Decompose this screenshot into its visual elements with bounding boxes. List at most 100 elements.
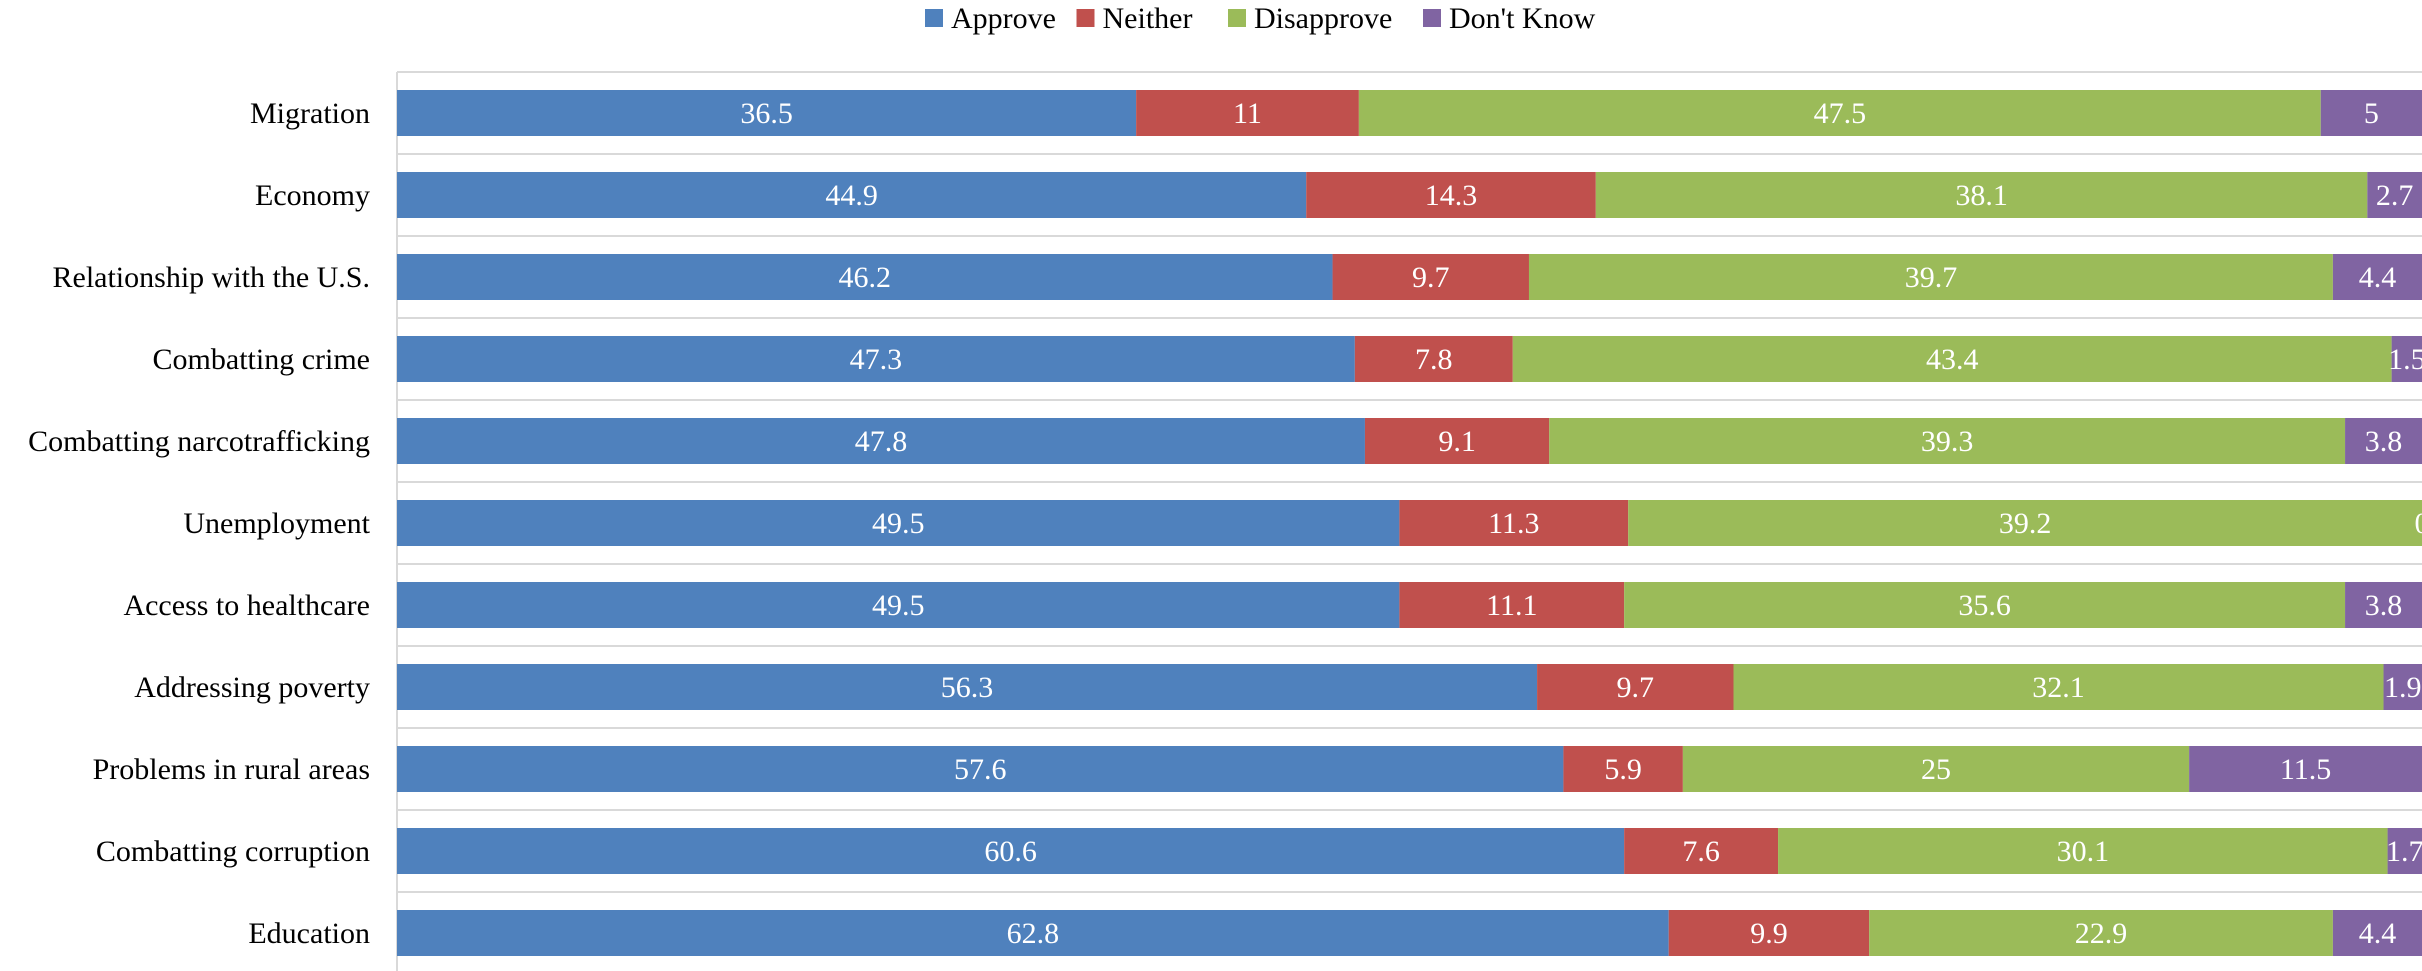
bar-segment-don-t-know — [2383, 664, 2422, 710]
bar-segment-approve — [397, 664, 1538, 710]
bar-segment-disapprove — [1869, 910, 2333, 956]
bar-segment-approve — [397, 582, 1400, 628]
category-label: Addressing poverty — [134, 671, 370, 704]
legend-entry: Disapprove — [1254, 2, 1392, 35]
data-label: 22.9 — [2075, 917, 2128, 950]
data-label: 7.6 — [1682, 835, 1720, 868]
legend-entry: Neither — [1103, 2, 1193, 35]
category-label: Migration — [250, 97, 370, 130]
data-label: 1.5 — [2388, 343, 2422, 376]
bar-segment-disapprove — [1595, 172, 2368, 218]
bar-segment-neither — [1332, 254, 1529, 300]
bar-segment-neither — [1624, 828, 1779, 874]
data-label: 43.4 — [1926, 343, 1979, 376]
data-label: 7.8 — [1415, 343, 1453, 376]
data-label: 9.9 — [1750, 917, 1788, 950]
bar-segment-don-t-know — [2320, 90, 2422, 136]
legend-swatch — [1076, 9, 1095, 27]
bar-segment-disapprove — [1628, 500, 2422, 546]
data-label: 49.5 — [872, 589, 925, 622]
data-label: 2.7 — [2376, 179, 2414, 212]
bar-segment-approve — [397, 910, 1669, 956]
data-label: 3.8 — [2365, 589, 2403, 622]
bar-segment-neither — [1399, 500, 1629, 546]
data-label: 5 — [2364, 97, 2379, 130]
category-label: Combatting narcotrafficking — [28, 425, 370, 458]
category-label: Unemployment — [183, 507, 370, 540]
data-label: 3.8 — [2365, 425, 2403, 458]
data-label: 4.4 — [2359, 261, 2397, 294]
legend-swatch — [925, 9, 943, 27]
data-label: 35.6 — [1958, 589, 2011, 622]
data-label: 4.4 — [2359, 917, 2397, 950]
bar-segment-disapprove — [1682, 746, 2190, 792]
bar-segment-neither — [1306, 172, 1596, 218]
data-label: 5.9 — [1604, 753, 1642, 786]
data-label: 47.8 — [855, 425, 908, 458]
data-label: 11.5 — [2280, 753, 2331, 786]
data-label: 46.2 — [839, 261, 892, 294]
data-label: 1.7 — [2386, 835, 2422, 868]
legend-entry: Approve — [951, 2, 1056, 35]
data-label: 56.3 — [941, 671, 994, 704]
bar-segment-approve — [397, 418, 1365, 464]
data-label: 47.5 — [1814, 97, 1867, 130]
data-label: 57.6 — [954, 753, 1007, 786]
bar-segment-neither — [1399, 582, 1625, 628]
category-label: Problems in rural areas — [93, 753, 370, 786]
category-label: Economy — [255, 179, 370, 212]
data-label: 11.3 — [1488, 507, 1539, 540]
bar-segment-don-t-know — [2332, 910, 2422, 956]
data-label: 9.7 — [1617, 671, 1655, 704]
data-label: 38.1 — [1955, 179, 2008, 212]
bar-segment-don-t-know — [2367, 172, 2422, 218]
legend-entry: Don't Know — [1449, 2, 1596, 35]
data-label: 14.3 — [1425, 179, 1478, 212]
bar-segment-disapprove — [1733, 664, 2384, 710]
bar-segment-disapprove — [1528, 254, 2333, 300]
bar-segment-approve — [397, 746, 1564, 792]
bar-segment-don-t-know — [2387, 828, 2422, 874]
bar-segment-neither — [1354, 336, 1513, 382]
bar-segment-disapprove — [1358, 90, 2321, 136]
bar-segment-disapprove — [1512, 336, 2392, 382]
data-label: 60.6 — [984, 835, 1037, 868]
data-label: 0 — [2415, 507, 2422, 540]
data-label: 39.2 — [1999, 507, 2052, 540]
bar-segment-approve — [397, 828, 1625, 874]
bar-segment-disapprove — [1624, 582, 2346, 628]
bar-segment-don-t-know — [2345, 418, 2422, 464]
data-label: 44.9 — [825, 179, 878, 212]
data-label: 36.5 — [740, 97, 793, 130]
data-label: 11 — [1233, 97, 1262, 130]
category-label: Education — [248, 917, 370, 950]
bar-segment-approve — [397, 90, 1137, 136]
legend-swatch — [1423, 9, 1441, 27]
bar-segment-don-t-know — [2189, 746, 2422, 792]
category-label: Access to healthcare — [123, 589, 370, 622]
bars-group: 36.5 11 47.5 5 44.9 14.3 38.1 2.7 46.2 9.7 39.7 4.4… — [397, 90, 2422, 956]
data-label: 1.9 — [2384, 671, 2422, 704]
data-label: 39.3 — [1921, 425, 1974, 458]
bar-segment-don-t-know — [2332, 254, 2422, 300]
legend: Approve Neither Disapprove Don't Know — [925, 2, 1596, 35]
bar-segment-neither — [1364, 418, 1550, 464]
bar-segment-disapprove — [1778, 828, 2388, 874]
data-label: 9.7 — [1412, 261, 1450, 294]
category-label: Relationship with the U.S. — [53, 261, 371, 294]
bar-segment-neither — [1537, 664, 1734, 710]
data-label: 39.7 — [1905, 261, 1958, 294]
data-label: 49.5 — [872, 507, 925, 540]
bar-segment-don-t-know — [2391, 336, 2422, 382]
data-label: 11.1 — [1486, 589, 1537, 622]
bar-segment-don-t-know — [2345, 582, 2422, 628]
bar-segment-disapprove — [1549, 418, 2346, 464]
category-label: Combatting crime — [153, 343, 370, 376]
bar-segment-neither — [1668, 910, 1870, 956]
data-label: 25 — [1921, 753, 1951, 786]
bar-segment-approve — [397, 336, 1355, 382]
category-label: Combatting corruption — [96, 835, 370, 868]
data-label: 62.8 — [1007, 917, 1060, 950]
bar-segment-approve — [397, 254, 1333, 300]
